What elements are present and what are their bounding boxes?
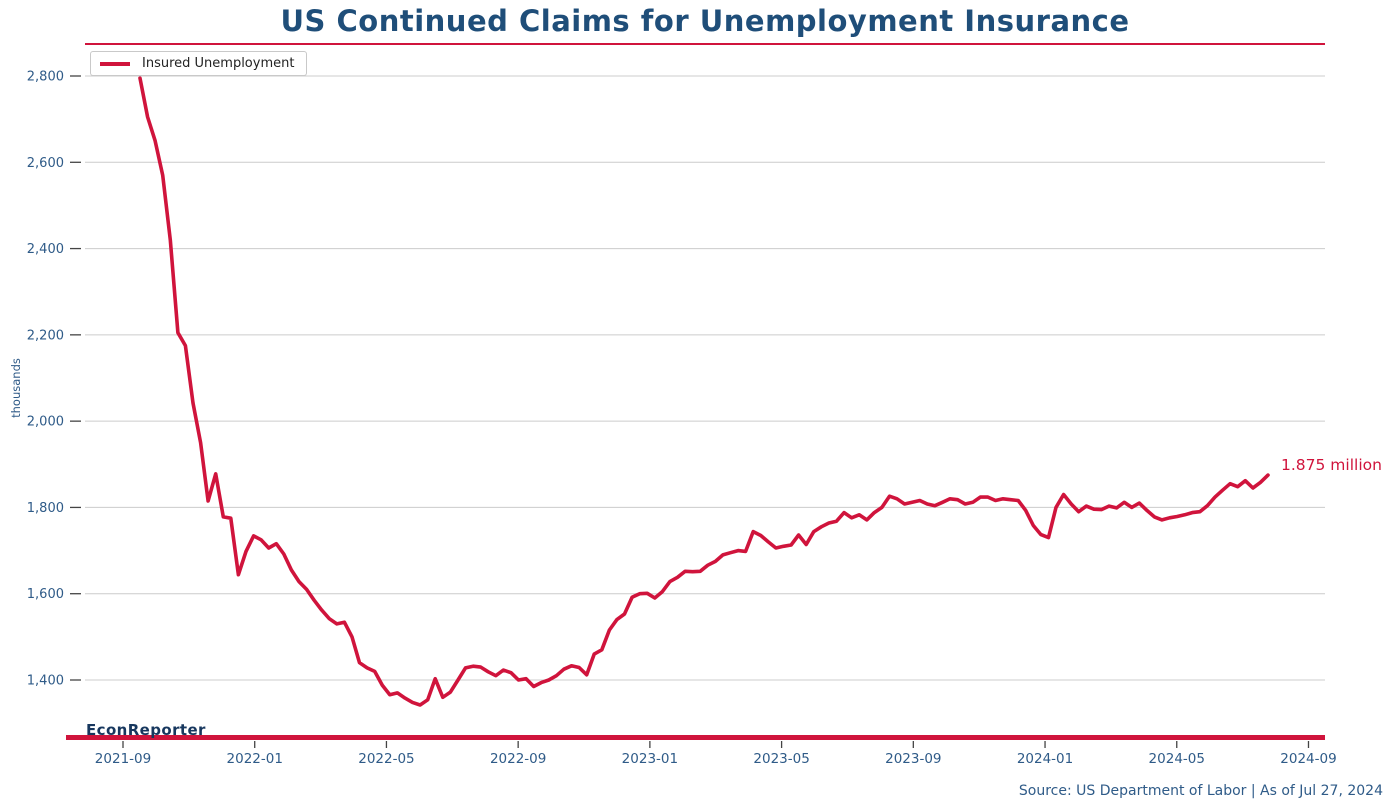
x-tick-label: 2022-05 (358, 751, 414, 767)
insured-unemployment-line (138, 76, 1270, 707)
x-tick-label: 2024-05 (1149, 751, 1205, 767)
y-tick-label: 2,000 (27, 415, 64, 430)
x-tick-label: 2021-09 (95, 751, 151, 767)
chart-title: US Continued Claims for Unemployment Ins… (280, 4, 1130, 38)
x-tick-label: 2023-09 (885, 751, 941, 767)
legend-line-swatch (100, 61, 130, 66)
x-tick-label: 2024-09 (1280, 751, 1336, 767)
y-tick-label: 2,400 (27, 242, 64, 257)
source-note: Source: US Department of Labor | As of J… (1018, 783, 1383, 799)
y-tick-label: 1,800 (27, 501, 64, 516)
y-tick-label: 1,600 (27, 587, 64, 602)
legend: Insured Unemployment (90, 51, 308, 76)
title-divider-rule (85, 43, 1325, 45)
last-value-annotation: 1.875 million (1281, 456, 1382, 474)
y-tick-label: 2,200 (27, 328, 64, 343)
y-tick-label: 1,400 (27, 674, 64, 689)
y-axis-title: thousands (9, 358, 23, 418)
x-axis-baseline-rule (66, 735, 1325, 740)
y-tick-label: 2,800 (27, 70, 64, 85)
legend-label: Insured Unemployment (142, 56, 295, 71)
x-tick-label: 2022-01 (227, 751, 283, 767)
y-tick-label: 2,600 (27, 156, 64, 171)
x-tick-label: 2024-01 (1017, 751, 1073, 767)
econreporter-watermark: EconReporter (86, 721, 206, 739)
x-tick-label: 2023-05 (753, 751, 809, 767)
x-tick-label: 2022-09 (490, 751, 546, 767)
x-tick-label: 2023-01 (622, 751, 678, 767)
